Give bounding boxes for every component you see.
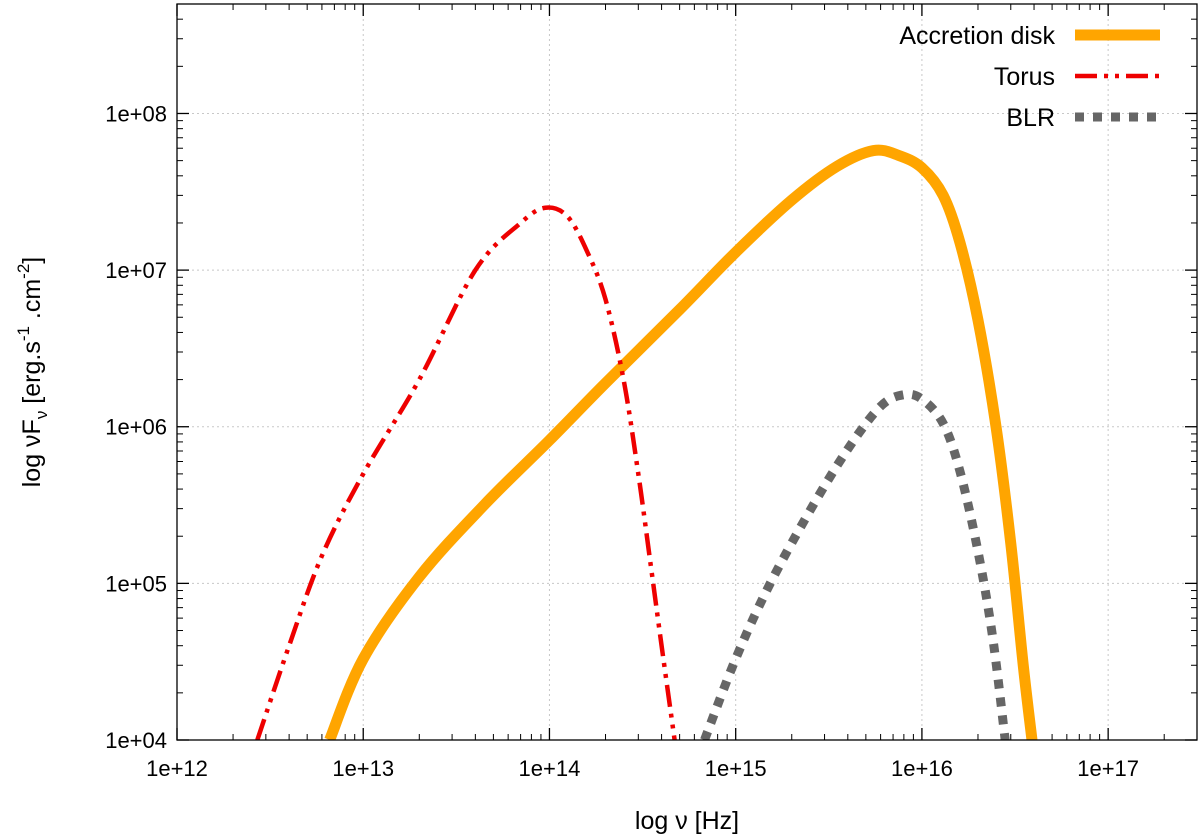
legend: Accretion disk Torus BLR	[899, 22, 1160, 132]
y-tick-label: 1e+06	[105, 415, 167, 440]
legend-label: Torus	[994, 63, 1055, 91]
legend-label: Accretion disk	[899, 22, 1055, 50]
x-tick-labels: 1e+12 1e+13 1e+14 1e+15 1e+16 1e+17	[146, 756, 1139, 781]
y-tick-label: 1e+08	[105, 101, 167, 126]
y-tick-label: 1e+04	[105, 728, 167, 753]
x-tick-label: 1e+16	[891, 756, 953, 781]
legend-item-accretion-disk: Accretion disk	[899, 22, 1160, 50]
legend-label: BLR	[1006, 104, 1055, 132]
minor-ticks	[177, 3, 1198, 740]
legend-item-torus: Torus	[994, 63, 1160, 91]
x-tick-label: 1e+12	[146, 756, 208, 781]
x-tick-label: 1e+17	[1077, 756, 1139, 781]
x-tick-label: 1e+13	[332, 756, 394, 781]
series-line-torus	[255, 205, 677, 740]
y-tick-label: 1e+05	[105, 571, 167, 596]
series-line-blr	[700, 389, 1010, 740]
x-tick-label: 1e+14	[519, 756, 581, 781]
x-axis-title: log ν [Hz]	[635, 807, 739, 835]
y-tick-label: 1e+07	[105, 258, 167, 283]
series-lines	[255, 144, 1038, 740]
plot-frame	[176, 3, 1198, 741]
y-tick-labels: 1e+04 1e+05 1e+06 1e+07 1e+08	[105, 101, 167, 753]
x-tick-label: 1e+15	[705, 756, 767, 781]
y-axis-title: log νFν [erg.s-1 .cm-2]	[14, 257, 51, 488]
legend-item-blr: BLR	[1006, 104, 1160, 132]
grid	[177, 4, 1197, 740]
series-line-accretion-disk	[324, 144, 1038, 740]
